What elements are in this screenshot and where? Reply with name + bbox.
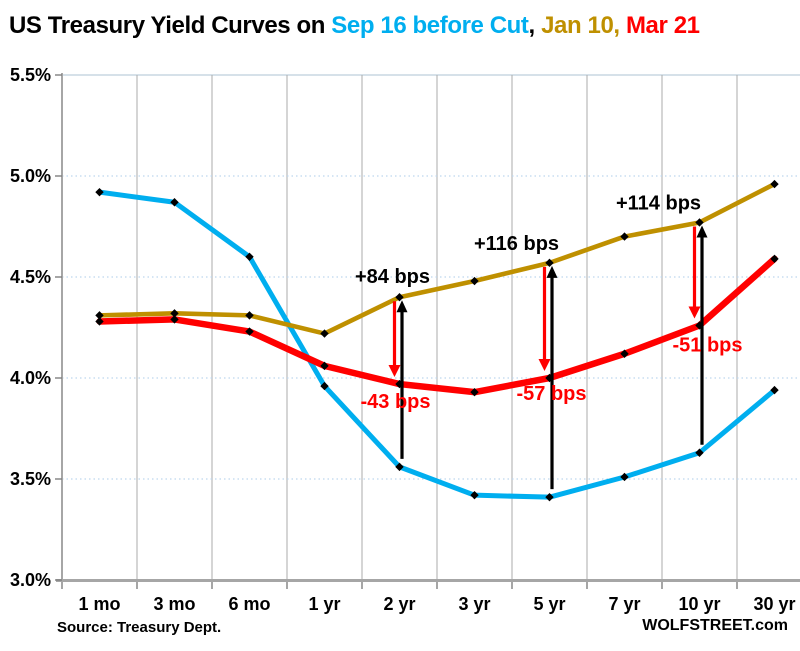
data-point-marker <box>95 317 104 326</box>
data-point-marker <box>620 349 629 358</box>
data-point-marker <box>95 187 104 197</box>
data-point-marker <box>95 311 104 320</box>
bps-change-up-label: +114 bps <box>616 192 701 214</box>
data-point-marker <box>695 448 704 457</box>
x-tick-label: 3 mo <box>153 594 195 614</box>
data-point-marker <box>245 252 254 261</box>
x-tick-label: 10 yr <box>678 594 720 614</box>
data-point-marker <box>170 198 179 207</box>
data-point-marker <box>770 179 779 189</box>
down-change-arrowhead <box>538 359 551 371</box>
x-tick-label: 1 mo <box>78 594 120 614</box>
series-line-jan-10 <box>97 181 777 336</box>
data-point-marker <box>620 232 629 241</box>
data-point-marker <box>320 381 329 391</box>
data-point-marker <box>620 472 629 482</box>
data-point-marker <box>320 329 329 338</box>
source-attribution: Source: Treasury Dept. <box>57 619 222 636</box>
y-tick-label: 4.5% <box>10 267 51 287</box>
bps-change-up-label: +84 bps <box>355 266 430 288</box>
title-series-mar21: Mar 21 <box>625 12 700 39</box>
y-tick-label: 3.0% <box>10 570 51 590</box>
data-point-marker <box>545 492 554 502</box>
x-tick-label: 3 yr <box>458 594 490 614</box>
data-point-marker <box>545 258 554 268</box>
data-point-marker <box>170 309 179 318</box>
x-tick-label: 7 yr <box>608 594 640 614</box>
series-line-mar-21 <box>96 255 778 396</box>
data-point-marker <box>395 462 404 472</box>
bps-change-down-label: -43 bps <box>360 391 430 413</box>
up-change-arrowhead <box>546 265 558 278</box>
bps-change-down-label: -57 bps <box>516 383 586 405</box>
y-tick-label: 3.5% <box>10 469 51 489</box>
bps-change-down-label: -51 bps <box>672 334 742 356</box>
data-point-marker <box>695 218 704 227</box>
y-tick-label: 5.0% <box>10 166 51 186</box>
data-point-marker <box>470 387 479 397</box>
x-tick-label: 2 yr <box>383 594 415 614</box>
x-tick-label: 30 yr <box>753 594 795 614</box>
data-point-marker <box>245 311 254 320</box>
wolfstreet-brand: WOLFSTREET.com <box>642 617 788 634</box>
title-separator: , <box>528 12 542 39</box>
data-point-marker <box>245 327 254 336</box>
x-tick-label: 6 mo <box>228 594 270 614</box>
data-point-marker <box>395 293 404 302</box>
data-point-marker <box>770 385 779 395</box>
title-series-sep16: Sep 16 before Cut <box>331 12 529 39</box>
chart-title: US Treasury Yield Curves on Sep 16 befor… <box>9 12 700 40</box>
x-tick-label: 5 yr <box>533 594 565 614</box>
bps-change-up-label: +116 bps <box>474 233 559 255</box>
data-point-marker <box>470 490 479 500</box>
data-point-marker <box>320 361 329 371</box>
title-text: US Treasury Yield Curves on <box>9 12 332 39</box>
data-point-marker <box>170 315 179 324</box>
down-change-arrowhead <box>388 365 401 378</box>
down-change-arrowhead <box>688 306 701 319</box>
data-point-marker <box>470 276 479 286</box>
up-change-arrowhead <box>396 300 408 313</box>
up-change-arrowhead <box>696 225 708 238</box>
series-line-sep-16-before-cut <box>97 189 777 500</box>
x-tick-label: 1 yr <box>308 594 340 614</box>
y-tick-label: 5.5% <box>10 65 51 85</box>
data-point-marker <box>770 254 779 264</box>
title-series-jan10: Jan 10, <box>541 12 620 39</box>
y-tick-label: 4.0% <box>10 368 51 388</box>
